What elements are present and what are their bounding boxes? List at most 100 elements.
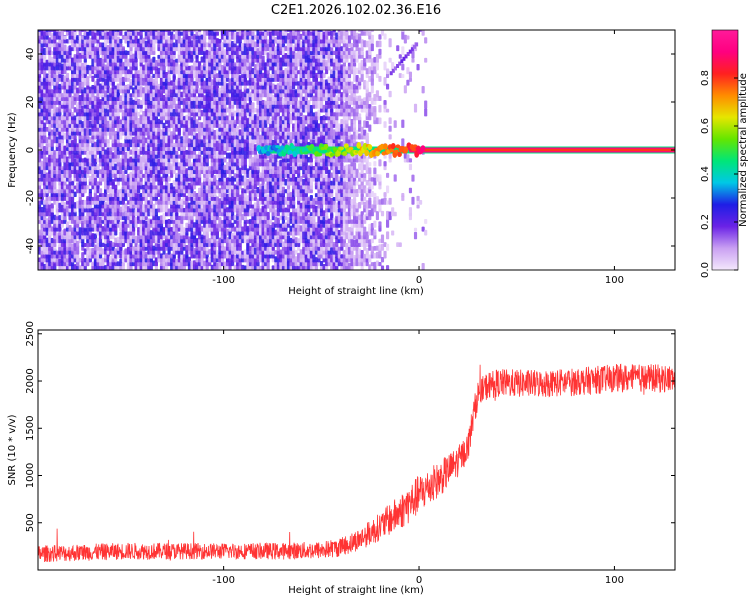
spectrogram-cell (134, 143, 138, 148)
spectrogram-cell (65, 46, 70, 52)
spectrogram-cell (114, 142, 118, 148)
spectrogram-cell (106, 203, 110, 209)
spectrogram-cell (109, 196, 113, 201)
spectrogram-cell (96, 195, 100, 201)
spectrogram-cell (43, 77, 47, 82)
spectrogram-cell (73, 219, 77, 228)
spectrogram-cell (60, 97, 65, 102)
spectrogram-cell (91, 84, 95, 90)
spectrogram-cell (116, 158, 120, 163)
spectrogram-cell (104, 142, 108, 148)
spectrogram-cell (73, 158, 77, 167)
spectrogram-cell (78, 157, 82, 163)
spectrogram-cell (139, 123, 143, 128)
spectrogram-cell (147, 200, 151, 205)
spectrogram-cell (126, 92, 131, 102)
spectrogram-cell (50, 32, 54, 40)
spectrogram-cell (58, 208, 62, 213)
spectrogram-cell (58, 126, 62, 132)
spectrogram-cell (152, 142, 156, 151)
spectrogram-cell (137, 254, 141, 259)
spectrogram-cell (81, 42, 85, 48)
spectrogram-cell (58, 215, 62, 221)
spectrogram-cell (109, 186, 113, 194)
spectrogram-cell (43, 219, 47, 224)
spectrogram-cell (139, 192, 143, 198)
spectrogram-cell (106, 70, 110, 75)
spectrogram-cell (58, 65, 62, 71)
spectrogram-cell (165, 265, 169, 270)
spectrogram-cell (114, 169, 118, 174)
spectrogram-cell (98, 42, 103, 48)
spectrogram-cell (48, 169, 52, 174)
spectrogram-cell (40, 46, 44, 52)
spectrogram-cell (134, 158, 138, 167)
spectrogram-cell (152, 169, 156, 174)
spectrogram-cell (142, 204, 146, 213)
spectrogram-cell (58, 42, 62, 48)
spectrogram-cell (104, 219, 108, 224)
spectrogram-cell (93, 141, 98, 148)
spectrogram-cell (55, 74, 59, 82)
spectrogram-cell (142, 184, 146, 190)
spectrogram-cell (50, 146, 54, 151)
spectrogram-cell (131, 136, 136, 144)
spectrogram-cell (131, 42, 136, 48)
spectrogram-cell (96, 207, 100, 217)
spectrogram-cell (63, 145, 67, 151)
spectrogram-cell (266, 261, 270, 270)
spectrogram-cell (126, 254, 131, 263)
spectrogram-cell (55, 114, 59, 125)
spectrogram-cell (121, 34, 125, 40)
spectrogram-cell (60, 222, 65, 228)
spectrogram-cell (142, 123, 146, 128)
spectrogram-cell (129, 122, 133, 128)
spectrogram-cell (96, 200, 100, 205)
spectrogram-cell (48, 254, 52, 259)
spectrogram-cell (119, 100, 123, 105)
spectrogram-cell (116, 177, 120, 182)
spectrogram-cell (43, 199, 47, 205)
spectrogram-cell (101, 226, 105, 232)
spectrogram-cell (60, 74, 65, 82)
spectrogram-cell (101, 154, 105, 163)
spectrogram-cell (109, 240, 113, 247)
spectrogram-cell (73, 107, 77, 113)
spectrogram-cell (142, 46, 146, 52)
spectrogram-cell (137, 193, 141, 201)
spectrogram-cell (149, 182, 153, 190)
spectrogram-cell (121, 146, 125, 151)
spectrogram-cell (98, 265, 103, 270)
spectrogram-cell (76, 200, 80, 209)
spectrogram-cell (152, 50, 156, 55)
spectrogram-cell (73, 250, 77, 255)
spectrogram-cell (50, 150, 54, 155)
spectrogram-cell (111, 46, 115, 52)
spectrogram-cell (106, 94, 110, 102)
spectrogram-cell (86, 250, 90, 259)
spectrogram-cell (149, 138, 153, 144)
spectrogram-cell (152, 56, 156, 63)
spectrogram-cell (88, 192, 92, 198)
spectrogram-cell (43, 208, 47, 213)
spectrogram-cell (45, 143, 49, 151)
spectrogram-cell (137, 250, 141, 255)
spectrogram-cell (142, 153, 146, 163)
spectrogram-cell (101, 119, 105, 125)
spectrogram-cell (106, 208, 110, 213)
spectrogram-cell (63, 161, 67, 171)
spectrogram-cell (83, 248, 87, 255)
spectrogram-cell (142, 131, 146, 136)
spectrogram-cell (83, 257, 87, 263)
spectrogram-cell (73, 76, 77, 82)
spectrogram-cell (116, 173, 120, 178)
spectrogram-cell (88, 199, 92, 205)
spectrogram-cell (134, 77, 138, 82)
spectrogram-cell (55, 32, 59, 40)
spectrogram-cell (152, 245, 156, 251)
spectrogram-cell (78, 69, 82, 75)
spectrogram-cell (55, 223, 59, 228)
spectrogram-cell (71, 85, 75, 90)
spectrogram-cell (121, 250, 125, 255)
spectrogram-cell (131, 103, 136, 109)
